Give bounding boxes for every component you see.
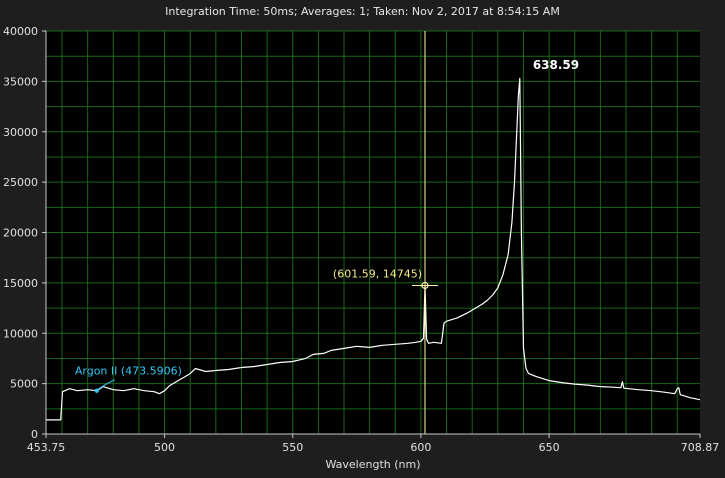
x-tick-label: 500	[154, 441, 175, 454]
minor-gridlines	[46, 30, 700, 435]
x-axis-ticks: 453.75 500 550 600 650 708.87	[27, 433, 720, 454]
argon-leader	[98, 383, 108, 390]
peak-label: 638.59	[533, 58, 579, 72]
y-axis-ticks: 0 5000 10000 15000 20000 25000 30000 35000 40000	[3, 25, 47, 441]
x-tick-label: 708.87	[681, 441, 720, 454]
argon-leader	[106, 379, 116, 385]
argon-reference-label: Argon II (473.5906)	[75, 365, 182, 378]
y-tick-label: 20000	[3, 227, 38, 240]
series-layer	[46, 77, 701, 421]
argon-marker	[94, 388, 100, 393]
x-tick-label: 550	[282, 441, 303, 454]
x-axis-title: Wavelength (nm)	[325, 458, 420, 471]
y-tick-label: 30000	[3, 126, 38, 139]
x-tick-label: 600	[410, 441, 431, 454]
y-tick-label: 15000	[3, 277, 38, 290]
spectrum-series-line	[46, 77, 701, 421]
y-tick-label: 40000	[3, 25, 38, 38]
y-tick-label: 35000	[3, 75, 38, 88]
x-tick-label: 650	[539, 441, 560, 454]
y-tick-label: 25000	[3, 176, 38, 189]
y-tick-label: 0	[31, 428, 38, 441]
x-tick-label: 453.75	[27, 441, 66, 454]
cursor-readout-label: (601.59, 14745)	[333, 267, 422, 280]
y-tick-label: 5000	[10, 378, 38, 391]
acquisition-info-header: Integration Time: 50ms; Averages: 1; Tak…	[0, 0, 725, 24]
cursor-marker	[421, 281, 429, 290]
y-tick-label: 10000	[3, 327, 38, 340]
annotation-layer: (601.59, 14745) 638.59 Argon II (473.5906)	[75, 31, 579, 434]
